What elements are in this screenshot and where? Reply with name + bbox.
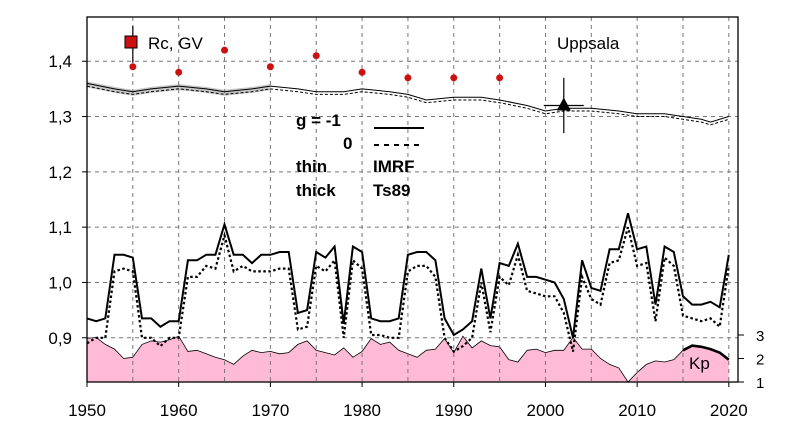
rc-point: [312, 52, 320, 60]
series-upper-thin-solid: [86, 82, 729, 123]
x-tick-label: 1990: [435, 401, 473, 420]
uppsala-triangle-marker: [556, 97, 571, 111]
x-tick-label: 2010: [618, 401, 656, 420]
ts89-legend-label: Ts89: [373, 181, 411, 200]
rc-point: [496, 74, 504, 82]
x-tick-label: 1960: [160, 401, 198, 420]
x-tick-label: 2020: [710, 401, 748, 420]
kp-area: [87, 336, 729, 382]
tick-layer: 1950 1960 1970 1980 1990 2000 2010 2020 0,9 1,0 1,…: [48, 52, 764, 420]
rc-point: [266, 63, 274, 71]
rc-point: [404, 74, 412, 82]
kp-outline-recent: [682, 344, 730, 361]
x-tick-label: 1970: [251, 401, 289, 420]
kp-tick-label: 3: [756, 328, 764, 345]
rc-point: [450, 74, 458, 82]
y-tick-label: 1,3: [48, 108, 72, 127]
series-layer: [86, 81, 730, 354]
rc-point: [358, 68, 366, 76]
x-tick-label: 2000: [527, 401, 565, 420]
kp-label: Kp: [689, 354, 710, 373]
y-tick-label: 1,4: [48, 52, 72, 71]
station-label: Uppsala: [557, 34, 620, 53]
y-tick-label: 1,0: [48, 273, 72, 292]
rc-legend-label: Rc, GV: [148, 34, 203, 53]
y-tick-label: 1,1: [48, 218, 72, 237]
series-lower-thick-solid: [86, 213, 730, 339]
g-zero-legend-label: 0: [343, 134, 352, 153]
imrf-legend-label: IMRF: [373, 157, 415, 176]
series-upper-thin-dashed: [86, 85, 729, 126]
kp-tick-label: 2: [756, 352, 764, 369]
rc-legend-marker: [124, 35, 138, 49]
x-tick-label: 1950: [68, 401, 106, 420]
g-legend-label: g = -1: [296, 111, 341, 130]
y-tick-label: 0,9: [48, 329, 72, 348]
rc-point: [175, 68, 183, 76]
rc-point: [221, 46, 229, 54]
y-tick-label: 1,2: [48, 163, 72, 182]
x-tick-label: 1980: [343, 401, 381, 420]
thin-legend-label: thin: [296, 157, 327, 176]
kp-tick-label: 1: [756, 375, 764, 392]
plot-frame: [86, 16, 739, 383]
rc-point: [129, 63, 137, 71]
thick-legend-label: thick: [296, 181, 336, 200]
legend-layer: Rc, GV Uppsala g = -1 0 thin IMRF thick …: [124, 34, 710, 373]
